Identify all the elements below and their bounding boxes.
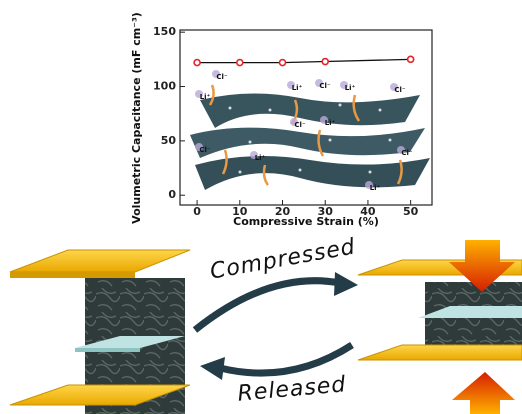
x-axis-label: Compressive Strain (%) [233, 215, 379, 228]
ion-label: Cl⁻ [401, 149, 413, 157]
ion-label: Li⁺ [200, 93, 211, 101]
x-tick-label: 50 [403, 205, 419, 218]
y-tick-label: 100 [153, 80, 176, 93]
ion-label: Cl⁻ [394, 86, 406, 94]
data-point [322, 59, 328, 65]
data-point [280, 60, 286, 66]
ion-label: Li⁺ [255, 154, 266, 162]
ion-label: Cl⁻ [199, 146, 211, 154]
y-tick-label: 0 [168, 188, 176, 201]
data-point [194, 60, 200, 66]
ion-label: Li⁺ [325, 119, 336, 127]
y-tick-label: 50 [161, 134, 177, 147]
y-tick-label: 150 [153, 25, 176, 38]
x-tick-label: 0 [193, 205, 201, 218]
data-line [197, 59, 411, 62]
ion-label: Cl⁻ [294, 121, 306, 129]
graphene-illustration [190, 85, 430, 190]
ion-label: Li⁺ [370, 184, 381, 192]
y-axis-label: Volumetric Capacitance (mF cm⁻³) [130, 12, 143, 224]
figure: 05010015001020304050Cl⁻Li⁺Li⁺Cl⁻Li⁺Cl⁻Cl… [0, 0, 522, 414]
data-point [408, 56, 414, 62]
ion-label: Cl⁻ [319, 82, 331, 90]
release-label: Released [237, 372, 348, 406]
ion-label: Li⁺ [345, 84, 356, 92]
data-point [237, 60, 243, 66]
diagram: Compressed Released [10, 234, 522, 414]
ion-label: Li⁺ [292, 84, 303, 92]
ion-label: Cl⁻ [216, 73, 228, 81]
